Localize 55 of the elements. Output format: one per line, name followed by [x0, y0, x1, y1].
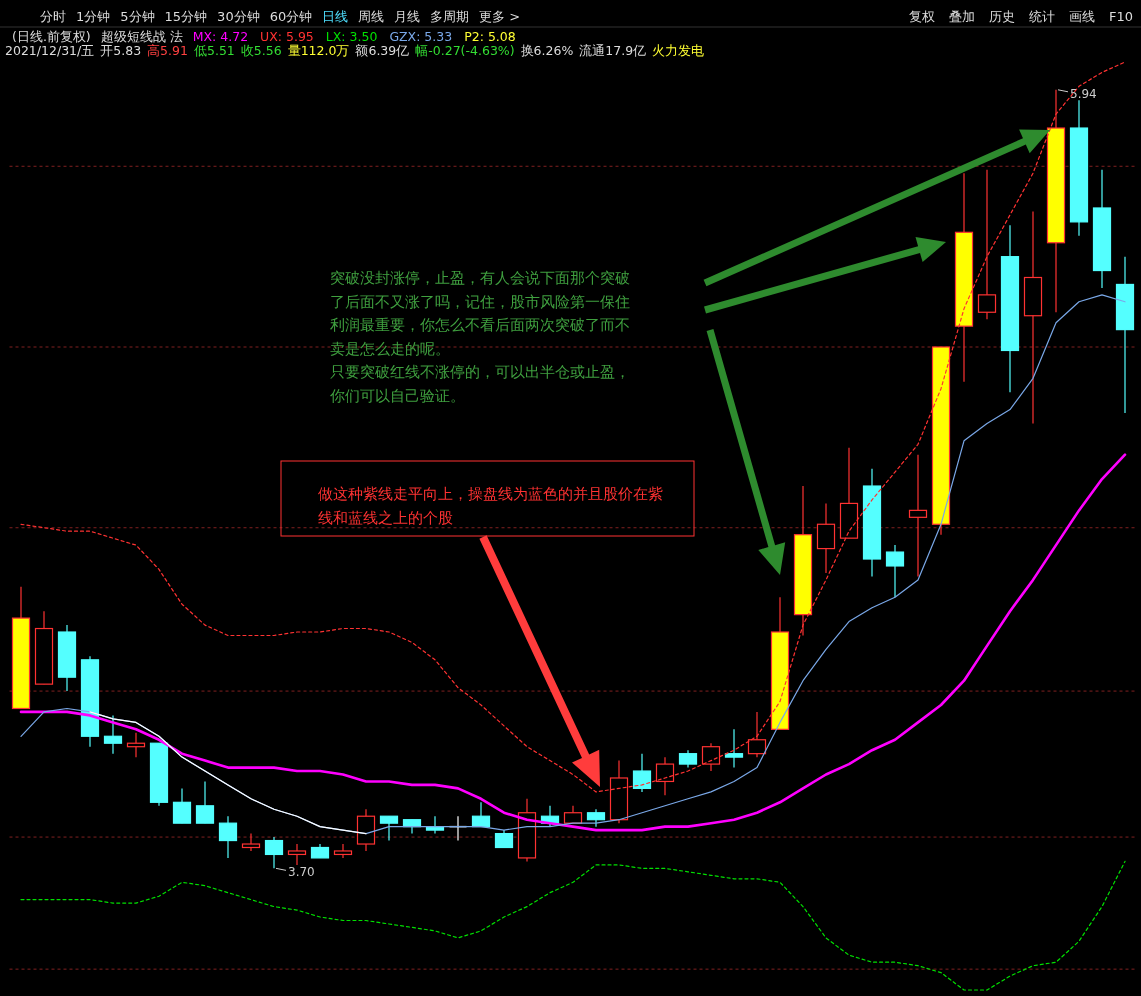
- text: 分时: [40, 9, 66, 24]
- text: 超级短线战 法: [100, 29, 183, 44]
- text: 周线: [358, 9, 385, 24]
- text: LX: 3.50: [325, 29, 378, 44]
- text: UX: 5.95: [260, 29, 314, 44]
- candlestick: [908, 454, 928, 577]
- text: 统计: [1028, 9, 1055, 24]
- text: 5分钟: [120, 9, 155, 24]
- text: GZX: 5.33: [389, 29, 453, 44]
- candlestick: [977, 169, 997, 320]
- candlestick: [172, 787, 192, 824]
- text: 60分钟: [269, 9, 313, 24]
- candlestick: [701, 742, 721, 772]
- text: 换6.26%: [520, 43, 574, 58]
- text: (日线.前复权): [12, 29, 91, 44]
- text: F10: [1108, 9, 1133, 24]
- text: MX: 4.72: [192, 29, 249, 44]
- text: 额6.39亿: [355, 43, 410, 58]
- text: 多周期: [430, 9, 470, 24]
- text: 画线: [1068, 9, 1095, 24]
- text: 叠加: [948, 9, 975, 24]
- candlestick: [333, 843, 353, 859]
- text: 开5.83: [100, 43, 142, 58]
- text: 幅-0.27(-4.63%): [415, 43, 515, 58]
- annotation: 做这种紫线走平向上，操盘线为蓝色的并且股价在紫线和蓝线之上的个股: [318, 485, 663, 527]
- text: 30分钟: [217, 9, 260, 24]
- candlestick: [103, 714, 123, 755]
- candlestick: [379, 815, 399, 842]
- text: 月线: [394, 9, 421, 24]
- text: 复权: [908, 9, 935, 24]
- candlestick: [747, 711, 767, 758]
- text: 1分钟: [76, 9, 111, 24]
- annotation: 突破没封涨停，止盈，有人会说下面那个突破了后面不又涨了吗，记住，股市风险第一保住利润最重要，你怎么不看后面两次突破了而不卖是怎么走的呢。: [330, 269, 630, 358]
- text: 高5.91: [147, 43, 188, 58]
- text: 量112.0万: [287, 43, 350, 58]
- text: 2021/12/31/五: [5, 43, 95, 58]
- text: 历史: [988, 9, 1015, 24]
- text: 流通17.9亿: [579, 43, 647, 58]
- annotation: 3.70: [288, 865, 315, 880]
- candlestick: [287, 843, 307, 866]
- candlestick: [885, 544, 905, 598]
- text: 火力发电: [652, 43, 705, 58]
- candlestick: [195, 780, 215, 824]
- text: 更多 >: [479, 9, 521, 24]
- candlestick: [632, 753, 652, 793]
- candlestick: [724, 728, 744, 769]
- annotation: 5.94: [1070, 86, 1097, 101]
- text: 15分钟: [164, 9, 208, 24]
- text: P2: 5.08: [464, 29, 516, 44]
- text: 低5.51: [193, 43, 235, 58]
- candlestick: [218, 815, 238, 859]
- text: 日线: [322, 9, 349, 24]
- candlestick: [241, 833, 261, 852]
- text: 收5.56: [240, 43, 282, 58]
- annotation: 只要突破红线不涨停的，可以出半仓或止盈，你们可以自己验证。: [329, 363, 630, 405]
